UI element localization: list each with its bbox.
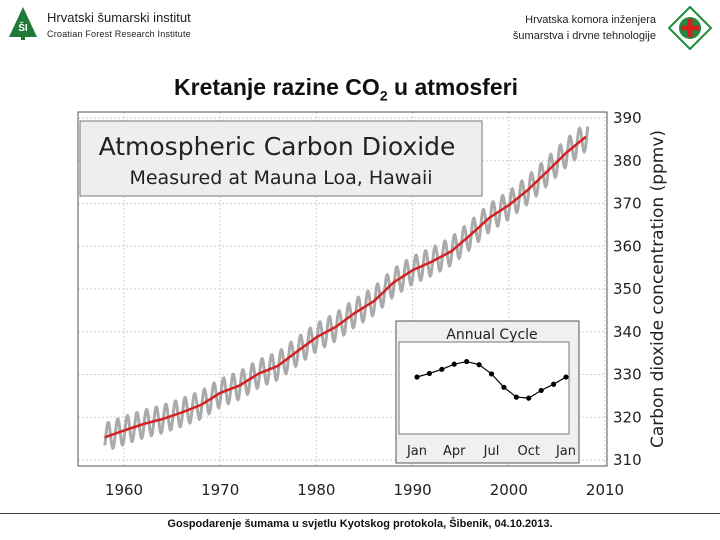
- footer-divider: [0, 513, 720, 514]
- inset-tick-label-0: Jan: [406, 444, 427, 459]
- y-tick-label-390: 390: [613, 109, 642, 127]
- x-tick-label-2000: 2000: [490, 481, 528, 499]
- inset-tick-label-3: Oct: [518, 444, 540, 459]
- inset-point-jun-5: [476, 362, 482, 368]
- inset-point-jan-0: [414, 374, 420, 380]
- y-tick-label-350: 350: [613, 280, 642, 298]
- chamber-name-line1: Hrvatska komora inženjera: [525, 14, 656, 26]
- inset-point-feb-1: [426, 370, 433, 377]
- inset-tick-label-2: Jul: [483, 444, 500, 459]
- x-tick-label-1990: 1990: [394, 481, 432, 499]
- y-tick-label-330: 330: [613, 366, 642, 384]
- x-tick-label-1980: 1980: [297, 481, 335, 499]
- inset-point-jan-12: [563, 374, 569, 380]
- series-trend-line: [104, 135, 587, 439]
- inset-point-mar-2: [439, 366, 445, 372]
- slide-title-subscript: 2: [379, 87, 388, 104]
- chart-subtitle: Measured at Mauna Loa, Hawaii: [129, 167, 432, 189]
- y-tick-label-380: 380: [613, 152, 642, 170]
- slide-title-main: Kretanje razine CO: [174, 74, 380, 100]
- y-tick-label-340: 340: [613, 323, 642, 341]
- chamber-name-line2: šumarstva i drvne tehnologije: [512, 30, 656, 42]
- inset-x-tick-labels: Jan Apr Jul Oct Jan: [406, 444, 576, 459]
- institute-name: Hrvatski šumarski institut: [47, 10, 191, 25]
- slide-title-end: u atmosferi: [387, 74, 518, 100]
- inset-tick-label-1: Apr: [443, 444, 466, 459]
- y-tick-label-310: 310: [613, 451, 642, 469]
- x-tick-labels: 1960 1970 1980 1990 2000 2010: [105, 481, 624, 499]
- inset-point-aug-7: [501, 384, 507, 390]
- plot-area-frame: [77, 111, 608, 467]
- inset-point-dec-11: [550, 381, 557, 387]
- chamber-logo: [668, 6, 712, 50]
- y-tick-label-320: 320: [613, 408, 642, 426]
- y-tick-labels: 310 320 330 340 350 360 370 380 390: [613, 109, 642, 469]
- inset-tick-label-4: Jan: [555, 444, 576, 459]
- slide-title: Kretanje razine CO2 u atmosferi: [0, 74, 692, 104]
- chart-title: Atmospheric Carbon Dioxide: [99, 132, 456, 161]
- inset-point-nov-10: [538, 387, 544, 394]
- forest-institute-logo: ŠI: [9, 7, 37, 40]
- inset-point-may-4: [464, 358, 470, 365]
- inset-point-oct-9: [526, 395, 532, 401]
- inset-point-apr-3: [451, 361, 457, 367]
- y-axis-label: Carbon dioxide concentration (ppmv): [648, 130, 668, 448]
- inset-point-sep-8: [513, 394, 519, 400]
- chart-title-box: [79, 120, 483, 197]
- logo-lettering: ŠI: [18, 21, 28, 34]
- x-tick-label-1970: 1970: [201, 481, 239, 499]
- inset-data-points: [414, 358, 569, 401]
- x-tick-label-1960: 1960: [105, 481, 143, 499]
- inset-title: Annual Cycle: [446, 327, 537, 343]
- inset-point-jul-6: [488, 371, 495, 377]
- y-tick-label-370: 370: [613, 195, 642, 213]
- inset-plot-area: [398, 341, 570, 435]
- institute-name-english: Croatian Forest Research Institute: [47, 29, 191, 39]
- footer-text: Gospodarenje šumama u svjetlu Kyotskog p…: [167, 518, 553, 530]
- x-tick-label-2010: 2010: [586, 481, 624, 499]
- chamber-name: Hrvatska komora inženjera šumarstva i dr…: [513, 12, 656, 44]
- y-tick-label-360: 360: [613, 237, 642, 255]
